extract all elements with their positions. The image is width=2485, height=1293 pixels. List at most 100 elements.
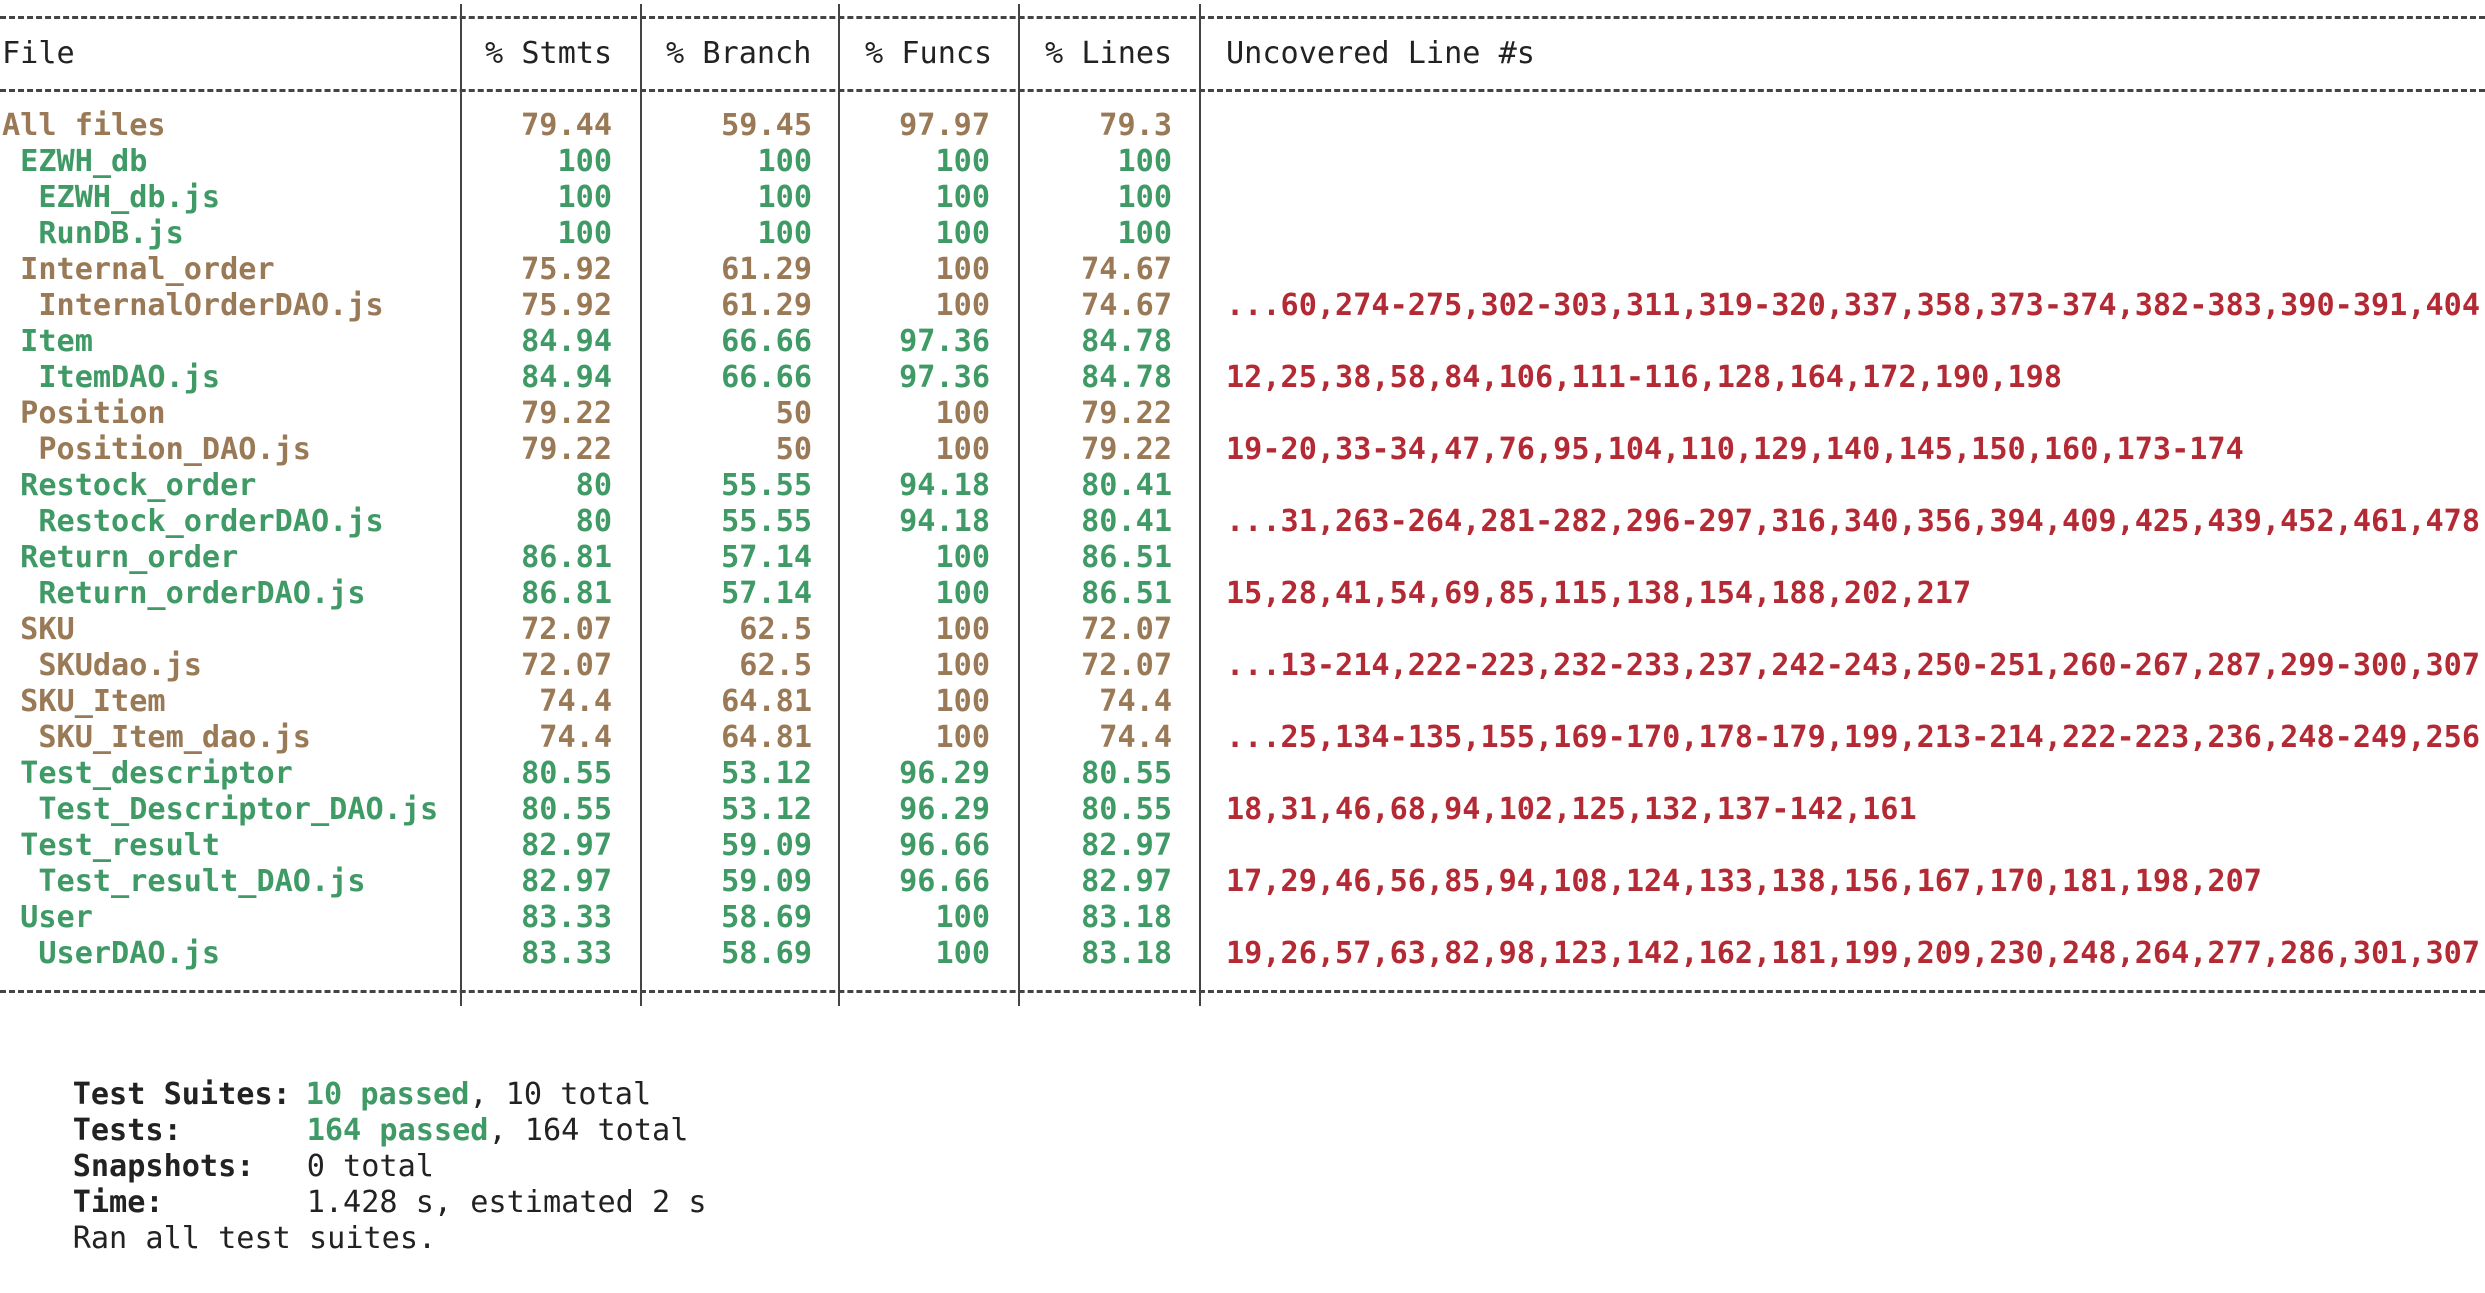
table-row: RunDB.js 100 100 100 100 xyxy=(0,216,2485,252)
cell-funcs: 100 xyxy=(935,936,990,971)
cell-uncovered-lines: 12,25,38,58,84,106,111-116,128,164,172,1… xyxy=(1226,360,2063,395)
table-header-row: File % Stmts % Branch % Funcs % Lines Un… xyxy=(0,36,2485,72)
cell-branch: 58.69 xyxy=(721,936,812,971)
cell-lines: 74.67 xyxy=(1081,288,1172,323)
cell-lines: 74.67 xyxy=(1081,252,1172,287)
table-row: Return_order 86.81 57.14 100 86.51 xyxy=(0,540,2485,576)
header-uncovered: Uncovered Line #s xyxy=(1226,36,1535,71)
cell-stmts: 80 xyxy=(575,504,612,539)
cell-funcs: 97.36 xyxy=(899,324,990,359)
column-separator xyxy=(460,4,462,1006)
cell-file: Return_orderDAO.js xyxy=(2,576,366,611)
summary-tests-passed: 164 passed xyxy=(306,1113,489,1148)
cell-funcs: 97.36 xyxy=(899,360,990,395)
summary-snapshots: Snapshots: 0 total xyxy=(0,1113,434,1184)
cell-lines: 83.18 xyxy=(1081,900,1172,935)
table-row: SKU_Item 74.4 64.81 100 74.4 xyxy=(0,684,2485,720)
cell-lines: 72.07 xyxy=(1081,612,1172,647)
cell-branch: 66.66 xyxy=(721,324,812,359)
table-row: Internal_order 75.92 61.29 100 74.67 xyxy=(0,252,2485,288)
cell-stmts: 80.55 xyxy=(521,756,612,791)
cell-file: Internal_order xyxy=(2,252,275,287)
cell-branch: 50 xyxy=(775,396,812,431)
table-row: Position_DAO.js 79.22 50 100 79.22 19-20,33-3… xyxy=(0,432,2485,468)
summary-tests-label: Tests: xyxy=(72,1113,182,1148)
cell-lines: 82.97 xyxy=(1081,864,1172,899)
table-row: Restock_orderDAO.js 80 55.55 94.18 80.41 ...3… xyxy=(0,504,2485,540)
cell-stmts: 72.07 xyxy=(521,612,612,647)
table-bottom-border xyxy=(0,990,2485,993)
cell-file: Return_order xyxy=(2,540,239,575)
cell-file: Item xyxy=(2,324,93,359)
summary-time-label: Time: xyxy=(72,1185,164,1220)
cell-funcs: 96.66 xyxy=(899,864,990,899)
column-separator xyxy=(838,4,840,1006)
cell-stmts: 86.81 xyxy=(521,576,612,611)
summary-snapshots-value: 0 total xyxy=(306,1149,434,1184)
cell-uncovered-lines: 18,31,46,68,94,102,125,132,137-142,161 xyxy=(1226,792,1917,827)
cell-stmts: 74.4 xyxy=(539,684,612,719)
cell-branch: 53.12 xyxy=(721,792,812,827)
cell-funcs: 100 xyxy=(935,288,990,323)
header-file: File xyxy=(2,36,75,71)
summary-test-suites-total: , 10 total xyxy=(469,1077,652,1112)
table-row: Test_descriptor 80.55 53.12 96.29 80.55 xyxy=(0,756,2485,792)
cell-uncovered-lines: ...25,134-135,155,169-170,178-179,199,21… xyxy=(1226,720,2481,755)
cell-uncovered-lines: ...60,274-275,302-303,311,319-320,337,35… xyxy=(1226,288,2481,323)
table-row: EZWH_db.js 100 100 100 100 xyxy=(0,180,2485,216)
cell-lines: 100 xyxy=(1117,216,1172,251)
cell-stmts: 79.22 xyxy=(521,432,612,467)
table-row: SKU_Item_dao.js 74.4 64.81 100 74.4 ...25,134… xyxy=(0,720,2485,756)
cell-uncovered-lines: 15,28,41,54,69,85,115,138,154,188,202,21… xyxy=(1226,576,1972,611)
column-separator xyxy=(640,4,642,1006)
cell-branch: 59.09 xyxy=(721,864,812,899)
table-row: SKUdao.js 72.07 62.5 100 72.07 ...13-214,222-… xyxy=(0,648,2485,684)
cell-file: SKU_Item xyxy=(2,684,166,719)
table-row: Test_result 82.97 59.09 96.66 82.97 xyxy=(0,828,2485,864)
cell-stmts: 79.22 xyxy=(521,396,612,431)
table-row: Position 79.22 50 100 79.22 xyxy=(0,396,2485,432)
cell-stmts: 72.07 xyxy=(521,648,612,683)
cell-lines: 80.41 xyxy=(1081,468,1172,503)
cell-funcs: 100 xyxy=(935,684,990,719)
cell-file: Test_descriptor xyxy=(2,756,293,791)
cell-lines: 79.22 xyxy=(1081,396,1172,431)
summary-ran-all-text: Ran all test suites. xyxy=(72,1221,437,1256)
cell-file: Test_Descriptor_DAO.js xyxy=(2,792,439,827)
header-stmts: % Stmts xyxy=(485,36,613,71)
cell-lines: 79.22 xyxy=(1081,432,1172,467)
cell-uncovered-lines: 17,29,46,56,85,94,108,124,133,138,156,16… xyxy=(1226,864,2262,899)
cell-stmts: 100 xyxy=(557,144,612,179)
header-funcs: % Funcs xyxy=(865,36,993,71)
cell-funcs: 100 xyxy=(935,612,990,647)
table-row: User 83.33 58.69 100 83.18 xyxy=(0,900,2485,936)
table-row: InternalOrderDAO.js 75.92 61.29 100 74.67...… xyxy=(0,288,2485,324)
cell-funcs: 100 xyxy=(935,252,990,287)
cell-file: SKU_Item_dao.js xyxy=(2,720,311,755)
cell-file: All files xyxy=(2,108,166,143)
cell-branch: 100 xyxy=(757,144,812,179)
cell-funcs: 94.18 xyxy=(899,504,990,539)
cell-stmts: 75.92 xyxy=(521,288,612,323)
cell-branch: 59.09 xyxy=(721,828,812,863)
cell-funcs: 100 xyxy=(935,396,990,431)
cell-file: SKU xyxy=(2,612,75,647)
summary-snapshots-label: Snapshots: xyxy=(72,1149,255,1184)
cell-stmts: 75.92 xyxy=(521,252,612,287)
cell-lines: 84.78 xyxy=(1081,324,1172,359)
cell-lines: 82.97 xyxy=(1081,828,1172,863)
table-row: ItemDAO.js 84.94 66.66 97.36 84.78 12,25,38,5… xyxy=(0,360,2485,396)
cell-branch: 100 xyxy=(757,180,812,215)
cell-lines: 84.78 xyxy=(1081,360,1172,395)
cell-file: EZWH_db.js xyxy=(2,180,221,215)
cell-lines: 79.3 xyxy=(1099,108,1172,143)
cell-branch: 62.5 xyxy=(739,612,812,647)
cell-lines: 72.07 xyxy=(1081,648,1172,683)
cell-branch: 57.14 xyxy=(721,540,812,575)
table-row: Test_Descriptor_DAO.js 80.55 53.12 96.29 80.… xyxy=(0,792,2485,828)
table-row: Restock_order 80 55.55 94.18 80.41 xyxy=(0,468,2485,504)
cell-stmts: 79.44 xyxy=(521,108,612,143)
cell-branch: 66.66 xyxy=(721,360,812,395)
summary-tests-total: , 164 total xyxy=(488,1113,689,1148)
cell-file: User xyxy=(2,900,93,935)
